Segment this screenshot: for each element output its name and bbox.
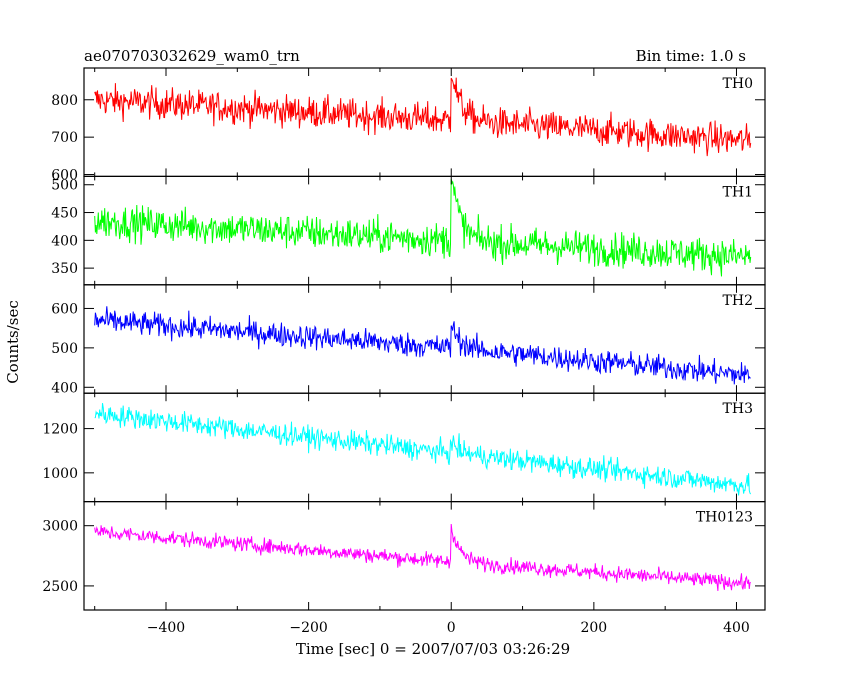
- series-line-th0123: [94, 523, 751, 591]
- panel-frame-th0: [83, 67, 766, 178]
- panel-label-th0: TH0: [723, 76, 753, 92]
- y-tick-label: 400: [51, 233, 78, 249]
- y-tick-label: 3000: [42, 519, 78, 535]
- y-tick-label: 1000: [42, 466, 78, 482]
- panel-label-th0123: TH0123: [696, 510, 753, 526]
- x-tick-label: 0: [447, 620, 456, 636]
- y-axis-label: Counts/sec: [4, 300, 22, 384]
- panel-frame-th1: [83, 175, 766, 286]
- y-tick-label: 500: [51, 178, 78, 194]
- x-tick-label: −400: [147, 620, 185, 636]
- y-tick-label: 700: [51, 130, 78, 146]
- y-tick-label: 2500: [42, 579, 78, 595]
- x-tick-label: 400: [723, 620, 750, 636]
- series-line-th2: [94, 306, 751, 385]
- y-tick-label: 800: [51, 93, 78, 109]
- series-line-th3: [94, 403, 752, 496]
- y-tick-label: 600: [51, 301, 78, 317]
- x-tick-label: 200: [580, 620, 607, 636]
- panel-frame-th2: [83, 284, 766, 394]
- series-line-th0: [94, 77, 752, 157]
- y-tick-label: 350: [51, 261, 78, 277]
- x-tick-label: −200: [289, 620, 327, 636]
- y-tick-label: 400: [51, 380, 78, 396]
- panel-frame-th0123: [83, 501, 766, 611]
- bin-time-label: Bin time: 1.0 s: [636, 47, 746, 65]
- y-tick-label: 600: [51, 168, 78, 184]
- panel-label-th2: TH2: [723, 293, 753, 309]
- panel-label-th1: TH1: [723, 184, 753, 200]
- x-axis-label: Time [sec] 0 = 2007/07/03 03:26:29: [296, 640, 570, 658]
- series-line-th1: [94, 179, 752, 277]
- panel-label-th3: TH3: [723, 401, 753, 417]
- y-tick-label: 500: [51, 341, 78, 357]
- y-tick-label: 450: [51, 206, 78, 222]
- chart-title: ae070703032629_wam0_trn: [84, 47, 300, 65]
- y-tick-label: 1200: [42, 422, 78, 438]
